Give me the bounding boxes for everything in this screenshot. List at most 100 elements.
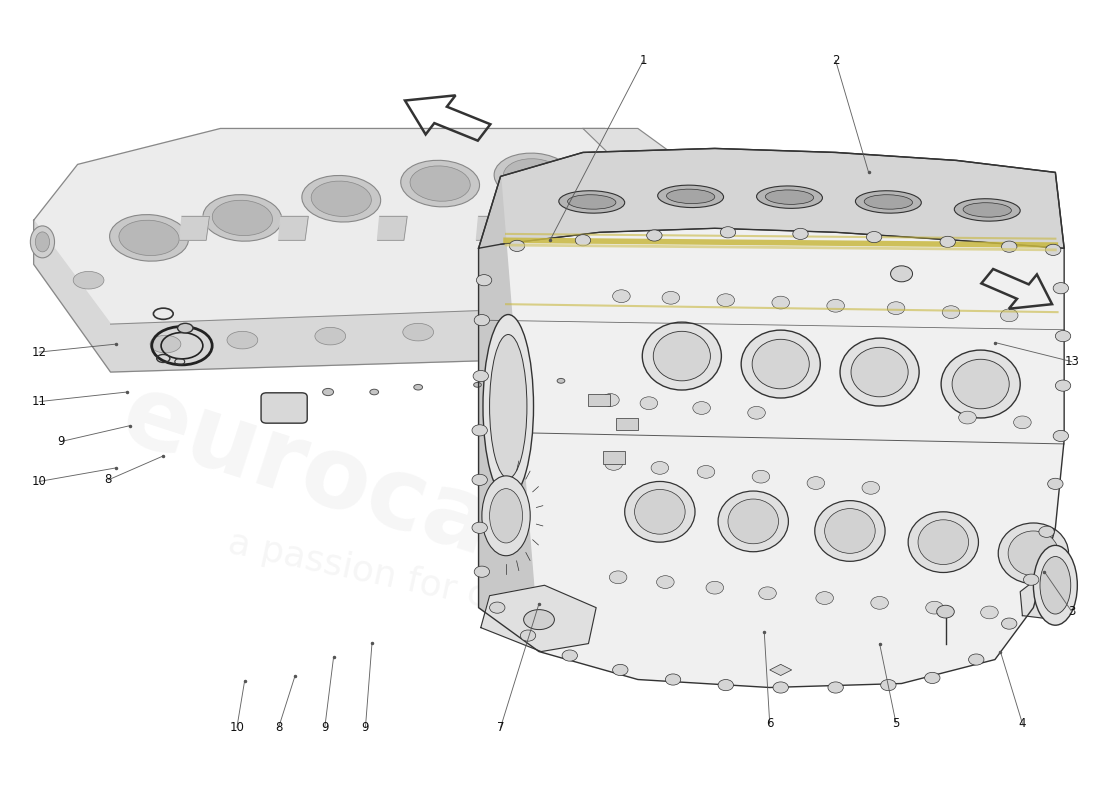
Circle shape (867, 231, 882, 242)
Circle shape (1038, 526, 1054, 538)
Ellipse shape (212, 200, 273, 235)
Ellipse shape (918, 520, 969, 565)
Circle shape (490, 602, 505, 614)
Ellipse shape (414, 385, 422, 390)
Text: 6: 6 (766, 717, 773, 730)
Ellipse shape (642, 322, 722, 390)
Polygon shape (179, 216, 209, 240)
Polygon shape (377, 216, 407, 240)
Circle shape (718, 679, 734, 690)
Circle shape (472, 474, 487, 486)
Text: 7: 7 (497, 721, 504, 734)
Ellipse shape (494, 153, 573, 200)
Circle shape (925, 672, 940, 683)
Ellipse shape (635, 490, 685, 534)
Ellipse shape (403, 323, 433, 341)
Text: 12: 12 (32, 346, 46, 358)
Ellipse shape (658, 185, 724, 207)
Ellipse shape (227, 331, 257, 349)
Ellipse shape (653, 331, 711, 381)
Circle shape (706, 582, 724, 594)
Circle shape (828, 682, 844, 693)
Circle shape (662, 291, 680, 304)
Circle shape (657, 576, 674, 589)
Text: 10: 10 (32, 475, 46, 488)
Polygon shape (278, 216, 308, 240)
Ellipse shape (964, 202, 1011, 217)
Ellipse shape (568, 194, 616, 209)
Circle shape (720, 226, 736, 238)
Circle shape (666, 674, 681, 685)
Circle shape (752, 470, 770, 483)
Circle shape (940, 236, 956, 247)
Circle shape (1013, 416, 1031, 429)
Polygon shape (476, 216, 506, 240)
Circle shape (1055, 330, 1070, 342)
Ellipse shape (35, 232, 50, 252)
Ellipse shape (718, 491, 789, 552)
Ellipse shape (1033, 546, 1077, 626)
Ellipse shape (483, 314, 534, 498)
Text: 4: 4 (1019, 717, 1026, 730)
Text: a passion for cars: a passion for cars (226, 526, 544, 626)
Ellipse shape (150, 335, 180, 353)
Ellipse shape (504, 158, 563, 194)
Polygon shape (478, 176, 539, 651)
Circle shape (613, 290, 630, 302)
Polygon shape (770, 664, 792, 675)
Ellipse shape (370, 390, 378, 395)
Ellipse shape (741, 330, 821, 398)
Ellipse shape (301, 175, 381, 222)
Ellipse shape (311, 181, 372, 217)
Circle shape (772, 296, 790, 309)
Circle shape (609, 571, 627, 584)
Ellipse shape (625, 482, 695, 542)
Ellipse shape (315, 327, 345, 345)
Text: eurocar: eurocar (109, 367, 551, 593)
Circle shape (969, 654, 984, 665)
Polygon shape (478, 149, 1064, 248)
Polygon shape (34, 129, 682, 324)
Text: 8: 8 (104, 474, 112, 486)
Ellipse shape (766, 190, 814, 204)
Circle shape (476, 274, 492, 286)
Text: 9: 9 (321, 721, 329, 734)
Circle shape (1053, 282, 1068, 294)
Circle shape (693, 402, 711, 414)
Bar (616, 418, 638, 430)
Circle shape (1023, 574, 1038, 586)
Circle shape (1053, 430, 1068, 442)
Text: 3: 3 (1068, 605, 1076, 618)
Circle shape (891, 266, 913, 282)
Circle shape (827, 299, 845, 312)
Ellipse shape (865, 194, 913, 209)
Polygon shape (1020, 578, 1066, 620)
Circle shape (562, 650, 578, 661)
Circle shape (862, 482, 880, 494)
Circle shape (605, 458, 623, 470)
Ellipse shape (491, 318, 521, 335)
Circle shape (1001, 241, 1016, 252)
FancyBboxPatch shape (261, 393, 307, 423)
Text: 2: 2 (832, 54, 839, 67)
Ellipse shape (851, 347, 909, 397)
Circle shape (509, 240, 525, 251)
Ellipse shape (110, 214, 188, 261)
Text: 9: 9 (362, 721, 370, 734)
Ellipse shape (490, 334, 527, 478)
Circle shape (1000, 309, 1018, 322)
Ellipse shape (909, 512, 979, 573)
Ellipse shape (482, 476, 530, 556)
Text: 9: 9 (57, 435, 65, 448)
Circle shape (1055, 380, 1070, 391)
Circle shape (937, 606, 955, 618)
Ellipse shape (119, 220, 179, 255)
Ellipse shape (1008, 531, 1058, 576)
Ellipse shape (955, 198, 1020, 221)
Polygon shape (583, 129, 682, 192)
Circle shape (647, 230, 662, 241)
Circle shape (520, 630, 536, 641)
Circle shape (748, 406, 766, 419)
Ellipse shape (998, 523, 1068, 584)
Ellipse shape (752, 339, 810, 389)
